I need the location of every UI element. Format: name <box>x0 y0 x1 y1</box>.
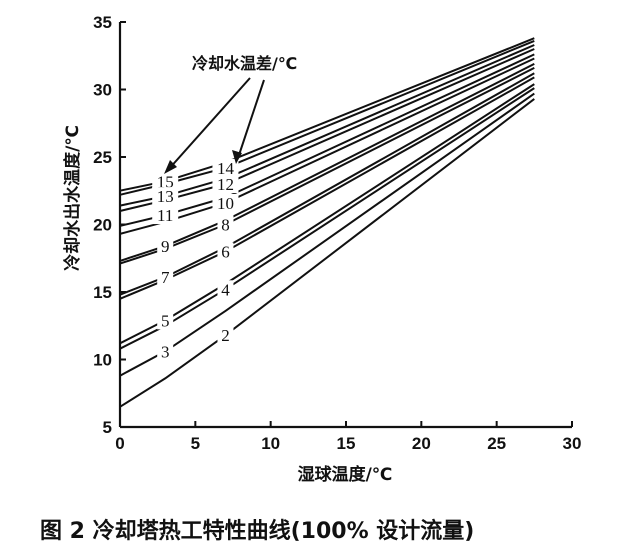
arrowhead-14-icon <box>232 150 242 164</box>
curve-label-7: 7 <box>161 268 170 287</box>
y-axis-title: 冷却水出水温度/℃ <box>62 125 83 271</box>
arrow-to-15 <box>167 77 251 171</box>
curve-10 <box>119 57 535 235</box>
x-tick-label: 25 <box>487 434 506 453</box>
curve-label-14: 14 <box>217 159 235 178</box>
curve-label-10: 10 <box>217 194 234 213</box>
curve-label-bg <box>217 280 234 299</box>
arrowhead-15-icon <box>164 160 177 174</box>
y-tick-label: 30 <box>93 81 112 100</box>
curve-label-2: 2 <box>221 326 230 345</box>
x-tick-label: 10 <box>261 434 280 453</box>
curve-label-13: 13 <box>157 187 174 206</box>
figure-caption: 图 2 冷却塔热工特性曲线(100% 设计流量) <box>40 518 474 544</box>
y-tick-label: 20 <box>93 216 112 235</box>
y-tick-label: 10 <box>93 351 112 370</box>
curve-6 <box>119 76 535 300</box>
x-tick-label: 5 <box>191 434 200 453</box>
curve-label-bg <box>212 175 239 193</box>
y-tick-label: 15 <box>93 283 112 302</box>
curve-11 <box>119 53 535 227</box>
curve-label-5: 5 <box>161 311 170 330</box>
curve-label-bg <box>217 215 234 234</box>
curve-label-bg <box>217 242 234 261</box>
curve-label-bg <box>212 158 239 177</box>
curve-label-bg <box>152 187 179 206</box>
curve-label-bg <box>152 206 179 225</box>
y-tick-label: 35 <box>93 13 112 32</box>
y-tick-label: 5 <box>103 418 112 437</box>
x-tick-label: 15 <box>337 434 356 453</box>
curve-label-bg <box>157 268 174 287</box>
curve-4 <box>119 87 535 350</box>
annotation-arrows <box>164 77 265 174</box>
curve-8 <box>119 67 535 265</box>
curve-label-6: 6 <box>221 243 230 262</box>
curve-label-8: 8 <box>221 216 230 235</box>
curve-5 <box>119 83 535 345</box>
x-axis-title: 湿球温度/℃ <box>298 464 393 485</box>
arrow-to-14 <box>237 79 265 159</box>
curve-2 <box>119 98 535 408</box>
curve-label-12: 12 <box>217 175 234 194</box>
curve-label-11: 11 <box>157 206 173 225</box>
curve-label-bg <box>217 326 234 345</box>
curve-label-4: 4 <box>221 280 230 299</box>
legend-annotation: 冷却水温差/℃ <box>192 54 297 73</box>
curve-3 <box>119 92 535 377</box>
curve-label-9: 9 <box>161 237 170 256</box>
curve-12 <box>119 48 535 212</box>
x-tick-label: 20 <box>412 434 431 453</box>
curve-9 <box>119 63 535 262</box>
curve-labels-group: 15 14 13 12 11 10 9 8 7 6 5 4 3 2 <box>152 158 239 361</box>
curves-group <box>119 37 535 408</box>
curve-label-bg <box>152 172 179 191</box>
curve-label-bg <box>157 311 174 330</box>
y-tick-label: 25 <box>93 148 112 167</box>
x-tick-label: 0 <box>115 434 124 453</box>
curve-label-15: 15 <box>157 172 174 191</box>
curve-label-bg <box>157 342 174 361</box>
curve-label-3: 3 <box>161 342 170 361</box>
curve-label-bg <box>157 237 174 256</box>
curve-14 <box>119 39 535 196</box>
curve-7 <box>119 72 535 296</box>
x-tick-label: 30 <box>563 434 582 453</box>
curve-13 <box>119 44 535 207</box>
curve-15 <box>119 37 535 192</box>
curve-label-bg <box>212 193 239 212</box>
